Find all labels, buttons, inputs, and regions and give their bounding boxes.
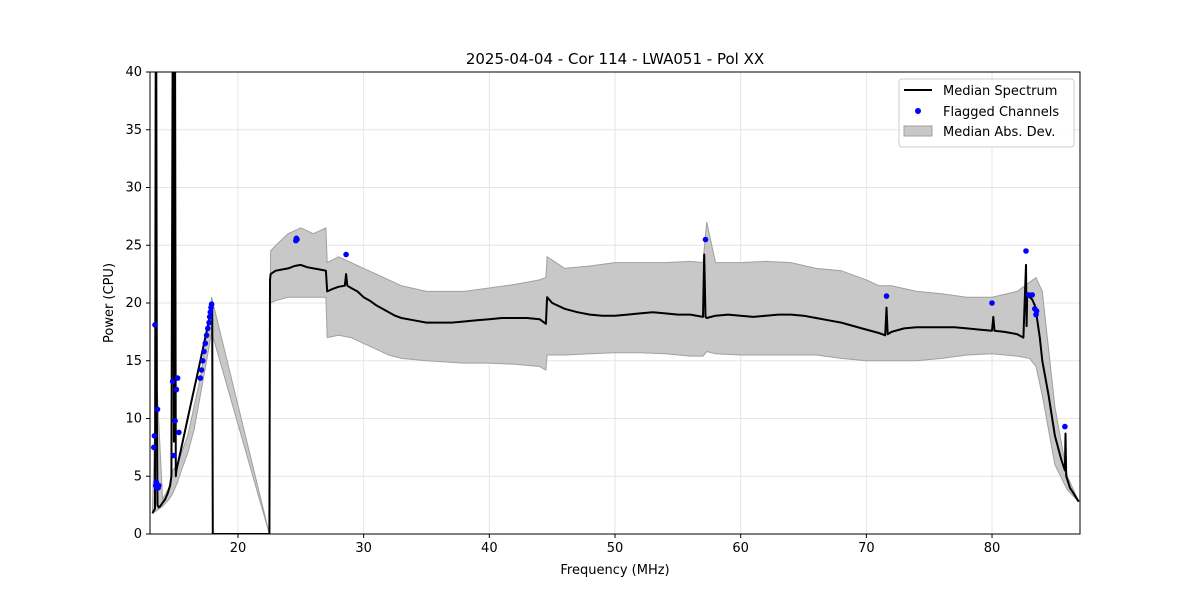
flagged-point [989, 300, 995, 306]
mad-band [152, 221, 1080, 534]
legend-mad-label: Median Abs. Dev. [943, 125, 1055, 140]
flagged-point [198, 367, 205, 373]
mad-band-layer [152, 221, 1080, 534]
x-axis-label: Frequency (MHz) [560, 563, 669, 578]
flagged-point [206, 319, 212, 326]
flagged-point [206, 314, 213, 320]
flagged-point [207, 309, 214, 316]
flagged-point [203, 332, 210, 339]
flagged-point [202, 340, 209, 347]
flagged-point [1062, 423, 1068, 430]
flagged-point [151, 433, 158, 439]
legend-box [898, 78, 1075, 148]
y-tick-label: 40 [125, 65, 142, 80]
median-spectrum-line [151, 72, 1080, 534]
x-tick-label: 60 [732, 541, 749, 556]
x-tick-label: 30 [355, 541, 372, 556]
flagged-point [197, 375, 204, 381]
flagged-point [1023, 248, 1029, 254]
flagged-point [343, 251, 349, 258]
y-tick-label: 25 [125, 238, 142, 253]
flagged-point [174, 375, 181, 381]
x-tick-label: 80 [984, 541, 1001, 556]
legend-mad-swatch [903, 125, 933, 137]
flagged-point [156, 482, 162, 489]
y-axis: 0 5 10 15 20 25 30 35 40 [125, 65, 150, 542]
flagged-point [1029, 292, 1035, 298]
y-tick-label: 5 [134, 469, 142, 484]
plot-area [151, 72, 1080, 534]
legend-median-label: Median Spectrum [943, 84, 1057, 99]
y-tick-label: 20 [125, 296, 142, 311]
y-tick-label: 15 [125, 354, 142, 369]
x-tick-label: 70 [858, 541, 875, 556]
legend-flagged-label: Flagged Channels [943, 105, 1059, 120]
flagged-point [702, 236, 709, 243]
x-axis: 20 30 40 50 60 70 80 [230, 534, 1001, 556]
flagged-point [200, 358, 206, 364]
x-tick-label: 40 [481, 541, 498, 556]
flagged-point [176, 429, 182, 436]
legend-flagged-swatch [915, 108, 921, 114]
y-tick-label: 0 [134, 527, 142, 542]
y-axis-label: Power (CPU) [102, 263, 117, 343]
flagged-point [173, 386, 180, 393]
flagged-point [208, 301, 215, 308]
flagged-point [172, 418, 178, 424]
x-tick-label: 20 [230, 541, 247, 556]
median-line-layer [151, 72, 1080, 534]
flagged-point [883, 293, 890, 299]
legend: Median Spectrum Flagged Channels Median … [898, 78, 1075, 148]
flagged-point [205, 325, 211, 332]
x-tick-label: 50 [607, 541, 624, 556]
flagged-point [294, 236, 300, 243]
y-tick-label: 30 [125, 181, 142, 196]
flagged-point [151, 444, 157, 451]
y-tick-label: 10 [125, 412, 142, 427]
flagged-point [152, 322, 158, 328]
flagged-point [154, 406, 161, 413]
flagged-point [201, 348, 207, 355]
flagged-point [171, 452, 177, 459]
y-tick-label: 35 [125, 123, 142, 138]
flagged-points-layer [151, 235, 1068, 491]
flagged-point [1033, 308, 1040, 314]
chart-title: 2025-04-04 - Cor 114 - LWA051 - Pol XX [466, 50, 764, 68]
flagged-point [169, 378, 176, 385]
